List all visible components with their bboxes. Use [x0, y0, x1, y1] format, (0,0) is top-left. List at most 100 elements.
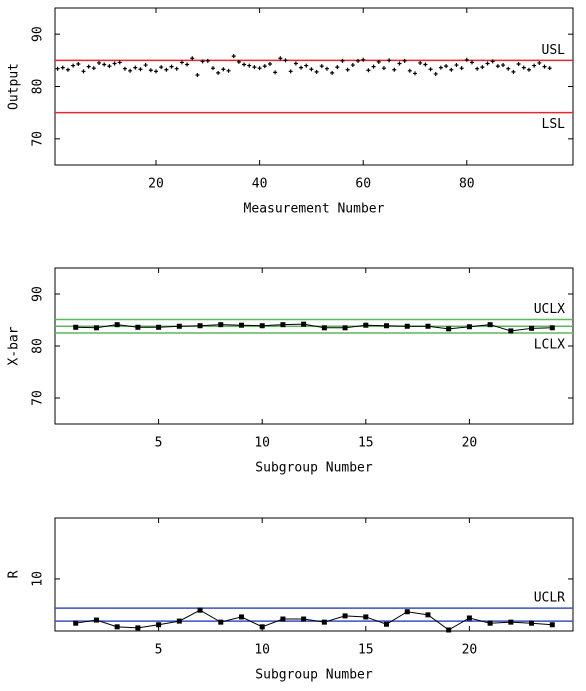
point	[200, 59, 205, 64]
point	[428, 67, 433, 72]
point	[407, 68, 412, 73]
y-tick-label: 70	[31, 131, 46, 147]
point	[508, 328, 514, 334]
point	[529, 620, 535, 626]
point	[466, 615, 472, 621]
point	[97, 60, 102, 65]
point	[309, 67, 314, 72]
point	[425, 323, 431, 329]
x-tick-label: 15	[358, 436, 374, 451]
y-tick-label: 10	[31, 571, 46, 587]
x-tick-label: 20	[148, 177, 164, 192]
point	[404, 323, 410, 329]
point	[176, 618, 182, 624]
x-axis-label: Subgroup Number	[255, 461, 373, 476]
y-axis-label: R	[7, 570, 22, 578]
point	[549, 325, 555, 331]
point	[356, 58, 361, 63]
y-axis-label: Output	[7, 63, 22, 110]
point	[446, 326, 452, 332]
point	[384, 621, 390, 627]
point	[226, 68, 231, 73]
y-tick-label: 80	[31, 79, 46, 95]
point	[469, 60, 474, 65]
x-tick-label: 40	[252, 177, 268, 192]
point	[532, 63, 537, 68]
point	[169, 64, 174, 69]
point	[464, 57, 469, 62]
point	[278, 56, 283, 61]
x-tick-label: 5	[155, 436, 163, 451]
point	[242, 62, 247, 67]
point	[280, 616, 286, 622]
point	[366, 68, 371, 73]
point	[143, 63, 148, 68]
point	[438, 65, 443, 70]
point	[174, 66, 179, 71]
point	[102, 62, 107, 67]
point	[221, 67, 226, 72]
point	[466, 324, 472, 330]
point	[197, 323, 203, 329]
point	[257, 66, 262, 71]
point	[301, 616, 307, 622]
point	[267, 61, 272, 66]
point	[55, 66, 60, 71]
point	[321, 325, 327, 331]
y-tick-label: 80	[31, 338, 46, 354]
series-line	[75, 323, 553, 332]
y-tick-label: 90	[31, 286, 46, 302]
point	[299, 65, 304, 70]
point	[112, 61, 117, 66]
point	[135, 324, 141, 330]
point	[537, 60, 542, 65]
point	[381, 66, 386, 71]
point	[216, 70, 221, 75]
point	[117, 60, 122, 65]
point	[288, 69, 293, 74]
y-axis-label: X-bar	[7, 326, 22, 365]
y-tick-label: 90	[31, 26, 46, 42]
point	[387, 58, 392, 63]
point	[197, 607, 203, 613]
point	[384, 323, 390, 329]
point	[283, 58, 288, 63]
x-tick-label: 80	[459, 177, 475, 192]
point	[449, 67, 454, 72]
point	[506, 66, 511, 71]
x-tick-label: 20	[462, 643, 478, 658]
x-tick-label: 10	[254, 643, 270, 658]
point	[314, 69, 319, 74]
x-axis-label: Measurement Number	[244, 202, 385, 217]
plot-frame	[54, 267, 574, 425]
limit-label: USL	[542, 43, 566, 58]
point	[397, 61, 402, 66]
point	[542, 64, 547, 69]
point	[293, 61, 298, 66]
point	[156, 324, 162, 330]
point	[363, 322, 369, 328]
point	[148, 68, 153, 73]
point	[490, 59, 495, 64]
point	[154, 69, 159, 74]
point	[218, 322, 224, 328]
limit-label: LSL	[542, 117, 566, 132]
point	[190, 56, 195, 61]
point	[330, 70, 335, 75]
point	[444, 64, 449, 69]
point	[259, 624, 265, 630]
point	[319, 64, 324, 69]
point	[475, 66, 480, 71]
point	[446, 627, 452, 633]
point	[273, 70, 278, 75]
point	[324, 66, 329, 71]
point	[392, 67, 397, 72]
point	[218, 619, 224, 625]
limit-label: UCLR	[534, 591, 565, 606]
point	[107, 64, 112, 69]
point	[93, 617, 99, 623]
point	[231, 54, 236, 59]
point	[454, 63, 459, 68]
point	[487, 620, 493, 626]
point	[433, 71, 438, 76]
